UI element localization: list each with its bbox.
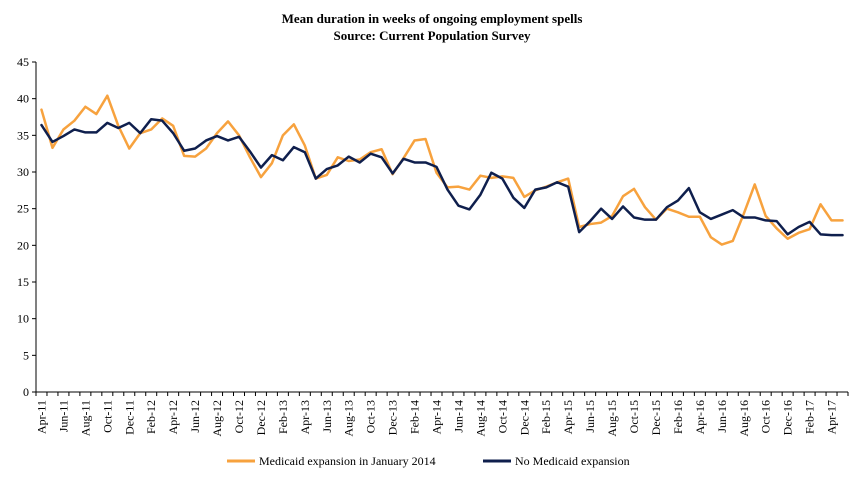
- y-tick-label: 35: [17, 128, 29, 142]
- x-tick-label: Apr-15: [561, 400, 575, 434]
- x-tick-label: Aug-13: [342, 400, 356, 437]
- x-tick-label: Oct-16: [759, 400, 773, 433]
- y-tick-label: 25: [17, 202, 29, 216]
- x-tick-label: Aug-16: [737, 400, 751, 437]
- x-tick-label: Oct-13: [364, 400, 378, 433]
- series-layer: [40, 94, 844, 246]
- series-line-medicaid-expansion: [40, 94, 844, 246]
- x-tick-label: Aug-11: [78, 400, 92, 436]
- x-tick-label: Oct-12: [232, 400, 246, 433]
- series-line-no-medicaid-expansion: [40, 117, 844, 237]
- x-tick-label: Dec-14: [517, 400, 531, 435]
- x-tick-label: Oct-11: [100, 400, 114, 433]
- x-tick-label: Jun-13: [320, 400, 334, 433]
- x-tick-label: Apr-13: [298, 400, 312, 434]
- x-tick-label: Jun-12: [188, 400, 202, 433]
- x-tick-label: Aug-15: [605, 400, 619, 437]
- x-tick-label: Jun-15: [583, 400, 597, 433]
- x-tick-label: Oct-15: [627, 400, 641, 433]
- chart-title: Mean duration in weeks of ongoing employ…: [282, 11, 583, 26]
- x-tick-label: Oct-14: [495, 400, 509, 433]
- x-tick-label: Dec-16: [781, 400, 795, 435]
- x-tick-label: Jun-16: [715, 400, 729, 433]
- x-tick-label: Feb-15: [539, 400, 553, 434]
- x-tick-label: Apr-14: [430, 400, 444, 434]
- legend-label-no-medicaid-expansion: No Medicaid expansion: [515, 454, 630, 468]
- x-tick-label: Dec-15: [649, 400, 663, 435]
- x-tick-label: Jun-11: [56, 400, 70, 432]
- legend-label-medicaid-expansion: Medicaid expansion in January 2014: [259, 454, 436, 468]
- x-tick-label: Apr-16: [693, 400, 707, 434]
- y-tick-label: 10: [17, 312, 29, 326]
- y-tick-label: 20: [17, 238, 29, 252]
- x-tick-label: Dec-11: [122, 400, 136, 435]
- legend: Medicaid expansion in January 2014 No Me…: [227, 454, 630, 468]
- axes: 0 5 10 15 20 25 30 35 40 45 Apr-11 Jun-11 Aug-11 Oct-…: [17, 55, 849, 437]
- x-tick-label: Aug-12: [210, 400, 224, 437]
- y-tick-label: 15: [17, 275, 29, 289]
- x-tick-label: Apr-11: [34, 400, 48, 434]
- x-tick-label: Aug-14: [473, 400, 487, 437]
- x-tick-label: Jun-14: [451, 400, 465, 433]
- x-tick-label: Feb-17: [803, 400, 817, 434]
- y-tick-label: 30: [17, 165, 29, 179]
- chart-subtitle: Source: Current Population Survey: [333, 28, 531, 43]
- y-tick-label: 0: [23, 385, 29, 399]
- x-tick-label: Apr-17: [825, 400, 839, 434]
- x-tick-label: Apr-12: [166, 400, 180, 434]
- y-tick-label: 5: [23, 348, 29, 362]
- x-tick-label: Feb-14: [408, 400, 422, 434]
- x-tick-label: Feb-12: [144, 400, 158, 434]
- y-tick-label: 40: [17, 92, 29, 106]
- x-tick-label: Dec-13: [386, 400, 400, 435]
- x-tick-label: Feb-13: [276, 400, 290, 434]
- x-tick-label: Feb-16: [671, 400, 685, 434]
- x-tick-label: Dec-12: [254, 400, 268, 435]
- y-tick-label: 45: [17, 55, 29, 69]
